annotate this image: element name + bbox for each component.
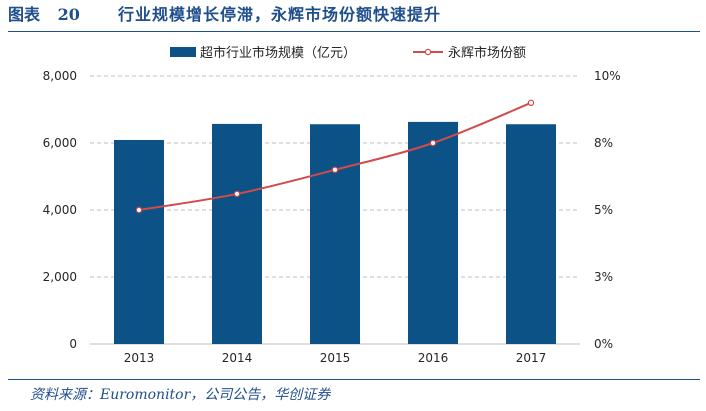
y-right-tick-label: 10% xyxy=(594,69,621,83)
x-tick-label: 2016 xyxy=(418,351,449,365)
line-point-2015 xyxy=(331,166,339,173)
x-tick-label: 2014 xyxy=(222,351,253,365)
bar-2015 xyxy=(310,124,360,345)
legend-item-market-size: 超市行业市场规模（亿元） xyxy=(170,45,356,61)
legend-label-market-share: 永辉市场份额 xyxy=(448,45,526,61)
caption-divider xyxy=(8,31,700,32)
legend-item-market-share: 永辉市场份额 xyxy=(413,45,526,61)
legend-swatch-bar xyxy=(170,47,196,57)
x-tick-label: 2013 xyxy=(124,351,155,365)
y-axis-right: 0% 3% 5% 8% 10% xyxy=(594,69,621,351)
line-point-2016 xyxy=(429,139,437,147)
x-tick-label: 2015 xyxy=(320,351,351,365)
y-right-tick-label: 5% xyxy=(594,203,613,217)
y-left-tick-label: 8,000 xyxy=(43,69,77,83)
y-right-tick-label: 3% xyxy=(594,270,613,284)
source-divider xyxy=(8,379,700,380)
legend: 超市行业市场规模（亿元） 永辉市场份额 xyxy=(170,45,526,61)
x-axis: 2013 2014 2015 2016 2017 xyxy=(124,351,547,365)
figure-title: 行业规模增长停滞，永辉市场份额快速提升 xyxy=(118,5,442,24)
y-right-tick-label: 0% xyxy=(594,337,613,351)
source-note: 资料来源：Euromonitor，公司公告，华创证券 xyxy=(30,387,331,403)
bar-2016 xyxy=(408,121,458,345)
bar-2017 xyxy=(506,124,556,345)
y-left-tick-label: 2,000 xyxy=(43,270,77,284)
y-left-tick-label: 6,000 xyxy=(43,136,77,150)
y-right-tick-label: 8% xyxy=(594,136,613,150)
x-tick-label: 2017 xyxy=(516,351,547,365)
figure-number: 图表 20 xyxy=(8,5,80,24)
bar-2014 xyxy=(212,123,262,344)
line-point-2014 xyxy=(233,190,241,198)
y-left-tick-label: 4,000 xyxy=(43,203,77,217)
line-point-2017 xyxy=(527,99,535,107)
line-series-market-share xyxy=(135,99,535,214)
line-point-2013 xyxy=(135,206,143,214)
legend-label-market-size: 超市行业市场规模（亿元） xyxy=(200,45,356,61)
bar-series-market-size xyxy=(114,121,556,345)
legend-marker xyxy=(424,48,432,56)
bar-2013 xyxy=(114,139,164,344)
y-axis-left: 0 2,000 4,000 6,000 8,000 xyxy=(43,69,77,351)
y-left-tick-label: 0 xyxy=(69,337,77,351)
